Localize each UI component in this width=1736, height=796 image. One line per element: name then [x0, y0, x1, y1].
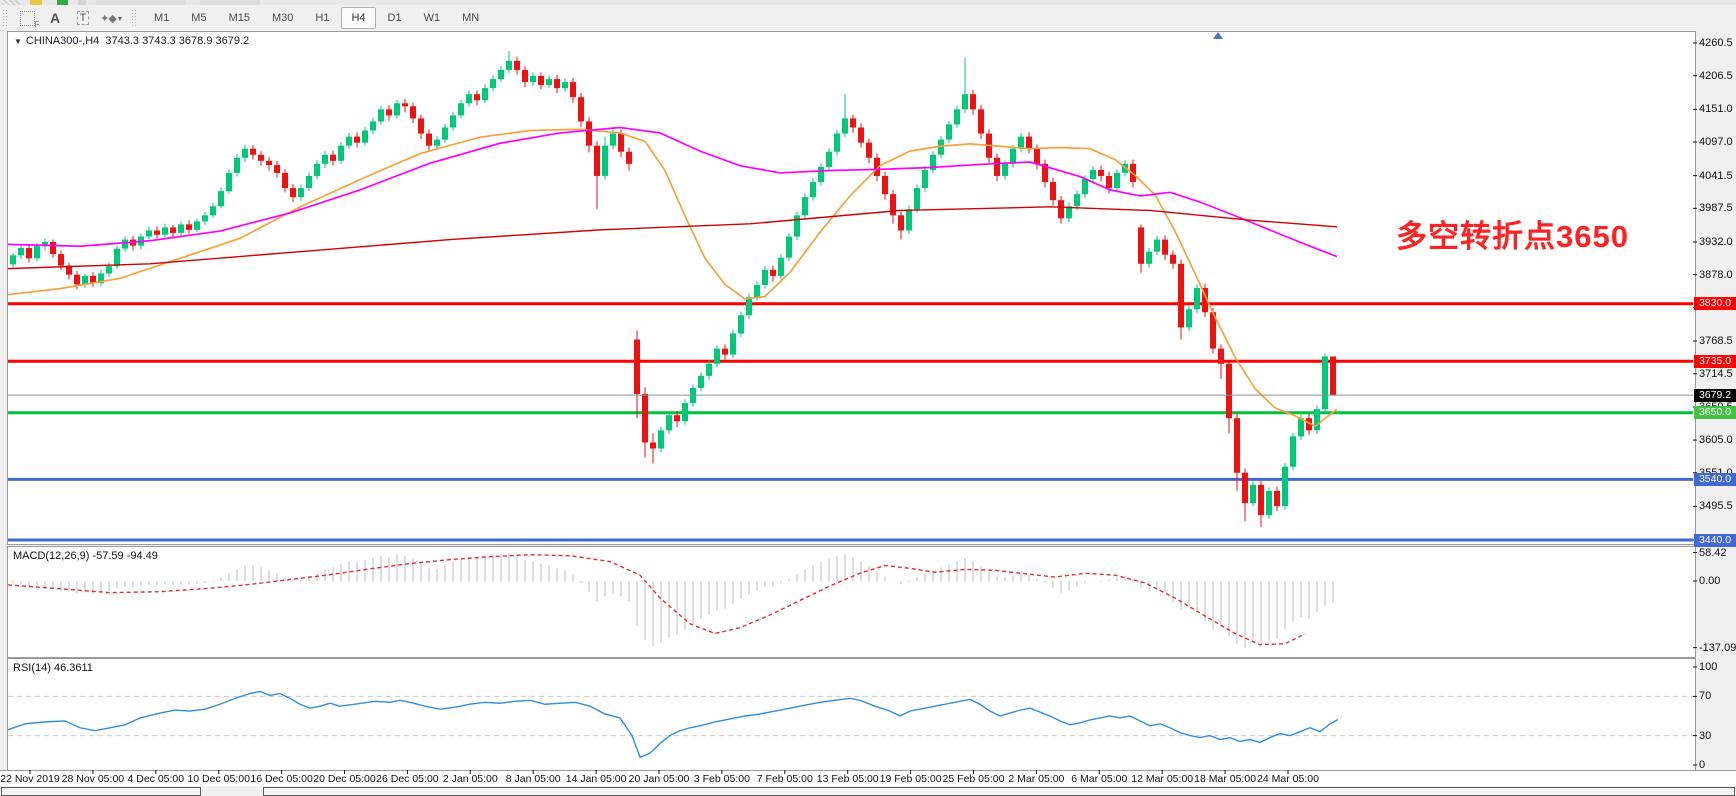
- date-axis-label: 13 Feb 05:00: [816, 773, 879, 785]
- chart-window: ▼ CHINA300-,H4 3743.3 3743.3 3678.9 3679.…: [0, 31, 1736, 796]
- shapes-button[interactable]: ✦◆ ▾: [98, 7, 124, 29]
- text-a-icon: A: [49, 10, 61, 26]
- timeframe-h4-button[interactable]: H4: [341, 7, 376, 29]
- date-axis-label: 10 Dec 05:00: [187, 773, 250, 785]
- price-tag-3830.0: 3830.0: [1694, 297, 1736, 311]
- date-axis-label: 20 Jan 05:00: [628, 773, 690, 785]
- ohlc-readout: 3743.3 3743.3 3678.9 3679.2: [105, 35, 250, 47]
- price-axis-tick-label: 4151.0: [1699, 103, 1733, 116]
- price-axis-tick-label: 3714.5: [1699, 367, 1733, 380]
- grid-icon: F: [19, 10, 40, 29]
- timeframe-m5-button[interactable]: M5: [191, 12, 207, 24]
- rsi-axis-tick-label: 0: [1699, 759, 1706, 771]
- chart-toolbar: F A T ✦◆ ▾ M1 M5 M15 M30 H1 H4 D1 W1 MN: [0, 5, 1736, 32]
- scrollbar-segment-left[interactable]: [1, 787, 201, 796]
- date-axis-label: 22 Nov 2019: [0, 773, 60, 785]
- date-axis-label: 24 Mar 05:00: [1257, 773, 1319, 785]
- timeframe-w1-button[interactable]: W1: [423, 12, 441, 24]
- date-axis-label: 4 Dec 05:00: [127, 773, 185, 785]
- date-axis-label: 7 Feb 05:00: [756, 773, 813, 785]
- clipped-icon: [78, 0, 86, 5]
- price-axis-tick-label: 3932.0: [1699, 235, 1733, 248]
- crosshair-grid-tool-button[interactable]: F: [14, 7, 40, 29]
- rsi-panel[interactable]: [7, 658, 1696, 772]
- price-axis-tick-label: 3495.5: [1699, 500, 1733, 513]
- date-axis-label: 3 Feb 05:00: [693, 773, 750, 785]
- timeframe-m15-button[interactable]: M15: [228, 12, 250, 24]
- chevron-down-icon: ▾: [117, 13, 122, 23]
- date-axis-label: 19 Feb 05:00: [879, 773, 942, 785]
- date-axis-label: 2 Mar 05:00: [1008, 773, 1065, 785]
- date-axis-label: 2 Jan 05:00: [442, 773, 498, 785]
- chart-annotation-text: 多空转折点3650: [1396, 219, 1629, 254]
- clipped-icon: [2, 0, 20, 5]
- insert-text-button[interactable]: A: [42, 7, 68, 29]
- rsi-axis-tick-label: 100: [1699, 661, 1718, 673]
- date-axis-label: 26 Dec 05:00: [376, 773, 439, 785]
- price-axis-tick-label: 4097.0: [1699, 136, 1733, 149]
- price-axis-tick-label: 4260.5: [1699, 37, 1733, 49]
- date-axis-label: 14 Jan 05:00: [565, 773, 627, 785]
- timeframe-h1-button[interactable]: H1: [315, 12, 330, 24]
- scrollbar-thumb[interactable]: [263, 787, 1735, 796]
- toolbar-separator: [131, 9, 137, 27]
- main-chart-panel[interactable]: [7, 31, 1696, 545]
- price-tag-3735.0: 3735.0: [1694, 354, 1736, 368]
- price-tag-3440.0: 3440.0: [1694, 533, 1736, 547]
- clipped-icon-green: [57, 0, 68, 5]
- price-axis-tick-label: 4041.5: [1699, 169, 1733, 182]
- macd-axis-tick-label: 58.42: [1699, 546, 1727, 559]
- date-axis-label: 25 Feb 05:00: [942, 773, 1005, 785]
- toolbar-drag-handle[interactable]: [2, 9, 9, 27]
- date-axis-label: 18 Mar 05:00: [1194, 773, 1257, 785]
- clipped-icon-yellow: [30, 0, 42, 5]
- price-axis-tick-label: 3605.0: [1699, 434, 1733, 447]
- shapes-icon: ✦◆: [100, 12, 117, 25]
- rsi-axis-tick-label: 30: [1699, 729, 1712, 742]
- date-axis-label: 6 Mar 05:00: [1071, 773, 1128, 785]
- timeframe-group: M1 M5 M15 M30 H1 H4 D1 W1 MN: [143, 7, 490, 29]
- text-label-icon: T: [76, 11, 90, 25]
- timeframe-m30-button[interactable]: M30: [271, 12, 294, 24]
- price-tag-3650.0: 3650.0: [1694, 406, 1736, 420]
- date-axis-label: 20 Dec 05:00: [313, 773, 376, 785]
- timeframe-m1-button[interactable]: M1: [154, 12, 170, 24]
- chart-title-bar[interactable]: ▼ CHINA300-,H4 3743.3 3743.3 3678.9 3679.…: [14, 35, 249, 47]
- clipped-icon: [96, 0, 186, 5]
- date-axis-label: 8 Jan 05:00: [505, 773, 561, 785]
- toolbar-row-clipped: [0, 0, 1736, 5]
- chart-dropdown-icon[interactable]: ▼: [14, 37, 22, 46]
- macd-label: MACD(12,26,9) -57.59 -94.49: [13, 550, 158, 562]
- clipped-icon: [200, 0, 260, 5]
- date-axis-label: 16 Dec 05:00: [250, 773, 313, 785]
- macd-axis-tick-label: -137.09: [1699, 641, 1736, 654]
- price-axis-tick-label: 3768.5: [1699, 335, 1733, 348]
- horizontal-scrollbar[interactable]: [0, 786, 1736, 796]
- price-tag-3679.2: 3679.2: [1694, 388, 1736, 402]
- timeframe-mn-button[interactable]: MN: [462, 12, 480, 24]
- date-axis-label: 12 Mar 05:00: [1131, 773, 1194, 785]
- rsi-axis-tick-label: 70: [1699, 690, 1712, 703]
- price-tag-3540.0: 3540.0: [1694, 472, 1736, 486]
- symbol-title: CHINA300-,H4: [25, 35, 100, 47]
- macd-axis-tick-label: 0.00: [1699, 575, 1721, 587]
- price-axis-tick-label: 3987.5: [1699, 202, 1733, 215]
- rsi-label: RSI(14) 46.3611: [13, 662, 93, 674]
- date-axis-strip: [0, 770, 1736, 787]
- date-axis-label: 28 Nov 05:00: [61, 773, 125, 785]
- timeframe-d1-button[interactable]: D1: [387, 12, 402, 24]
- price-axis-tick-label: 3878.0: [1699, 268, 1733, 281]
- price-axis-tick-label: 4206.5: [1699, 69, 1733, 82]
- macd-panel[interactable]: [7, 546, 1696, 658]
- text-label-button[interactable]: T: [70, 7, 96, 29]
